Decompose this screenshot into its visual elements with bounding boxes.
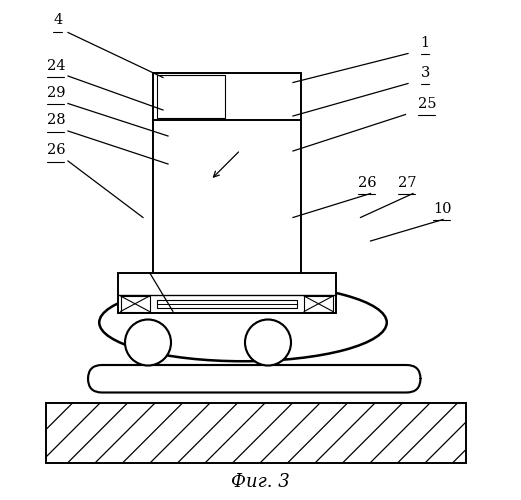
Polygon shape — [157, 75, 226, 118]
Polygon shape — [153, 72, 301, 272]
Text: 29: 29 — [46, 86, 65, 100]
Text: 27: 27 — [398, 176, 416, 190]
Ellipse shape — [99, 284, 387, 361]
Text: 25: 25 — [418, 97, 437, 111]
Text: 24: 24 — [46, 58, 65, 72]
Text: 10: 10 — [433, 202, 452, 216]
Circle shape — [245, 320, 291, 366]
FancyBboxPatch shape — [88, 365, 420, 392]
Polygon shape — [45, 402, 465, 462]
Polygon shape — [157, 300, 296, 308]
Text: 3: 3 — [420, 66, 430, 80]
Text: 28: 28 — [46, 114, 65, 128]
Text: 26: 26 — [46, 144, 65, 158]
Polygon shape — [118, 272, 336, 312]
Polygon shape — [120, 296, 150, 312]
Text: Фиг. 3: Фиг. 3 — [231, 473, 290, 491]
Polygon shape — [304, 296, 333, 312]
Circle shape — [125, 320, 171, 366]
Text: 4: 4 — [53, 14, 62, 28]
Text: 26: 26 — [358, 176, 377, 190]
Text: 1: 1 — [420, 36, 430, 50]
